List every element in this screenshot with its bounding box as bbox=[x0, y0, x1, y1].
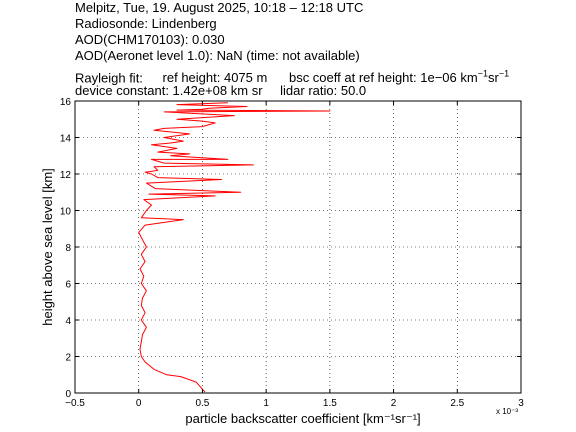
lidar-ratio: lidar ratio: 50.0 bbox=[280, 83, 367, 98]
y-tick-label: 6 bbox=[65, 280, 71, 291]
header-line-aod-chm: AOD(CHM170103): 0.030 bbox=[75, 32, 225, 47]
y-tick-label: 14 bbox=[60, 134, 72, 145]
x-tick-label: 2 bbox=[391, 398, 397, 409]
ref-height: ref height: 4075 m bbox=[162, 70, 268, 86]
y-tick-label: 12 bbox=[60, 170, 72, 181]
data-layer bbox=[138, 102, 331, 393]
x-tick-label: 0.5 bbox=[195, 398, 209, 409]
bsc-coeff: bsc coeff at ref height: 1e−06 km−1sr−1 bbox=[288, 69, 510, 86]
device-constant: device constant: 1.42e+08 km sr bbox=[75, 83, 263, 98]
header-line-radiosonde: Radiosonde: Lindenberg bbox=[75, 16, 217, 31]
rayleigh-label: Rayleigh fit: bbox=[75, 70, 143, 86]
y-tick-label: 2 bbox=[65, 353, 71, 364]
x-tick-label: 1.5 bbox=[323, 398, 337, 409]
plot-frame bbox=[74, 100, 522, 394]
y-tick-label: 4 bbox=[65, 316, 71, 327]
x-tick-label: 3 bbox=[518, 398, 524, 409]
header-line-location-time: Melpitz, Tue, 19. August 2025, 10:18 – 1… bbox=[75, 0, 364, 15]
header-line-rayleigh: Rayleigh fit: ref height: 4075 m bsc coe… bbox=[75, 66, 509, 86]
y-axis-label: height above sea level [km] bbox=[40, 168, 55, 326]
y-tick-label: 16 bbox=[60, 97, 72, 108]
x-multiplier-label: x 10⁻³ bbox=[496, 407, 518, 416]
x-tick-label: 1 bbox=[263, 398, 269, 409]
x-tick-label: 0 bbox=[136, 398, 142, 409]
header-line-aod-aeronet: AOD(Aeronet level 1.0): NaN (time: not a… bbox=[75, 48, 360, 63]
backscatter-profile-line bbox=[138, 102, 331, 393]
x-axis-label: particle backscatter coefficient [km⁻¹sr… bbox=[185, 411, 420, 426]
y-tick-label: 0 bbox=[65, 389, 71, 400]
x-tick-label: 2.5 bbox=[450, 398, 464, 409]
y-tick-label: 8 bbox=[65, 243, 71, 254]
y-tick-label: 10 bbox=[60, 207, 72, 218]
header-line-device: device constant: 1.42e+08 km sr lidar ra… bbox=[75, 83, 366, 99]
grid-layer bbox=[75, 101, 521, 393]
x-tick-label: −0.5 bbox=[65, 398, 85, 409]
